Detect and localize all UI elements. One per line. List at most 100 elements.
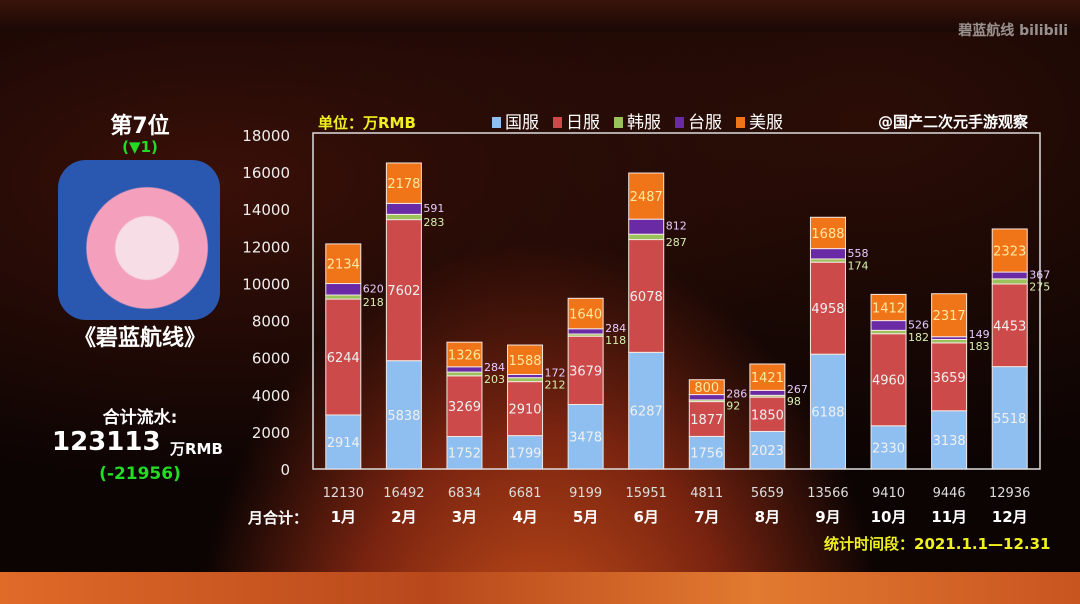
- y-tick-label: 10000: [242, 275, 290, 293]
- bar-segment: [749, 396, 786, 432]
- x-tick-label: 3月: [452, 508, 477, 526]
- month-total: 6681: [508, 486, 541, 501]
- data-label-taiwan: 284: [484, 361, 505, 374]
- y-tick-label: 2000: [252, 424, 290, 442]
- legend-label: 台服: [688, 113, 722, 133]
- bar-segment: [567, 328, 604, 335]
- data-label: 2330: [872, 441, 905, 456]
- data-label: 2487: [630, 190, 663, 205]
- data-label: 2023: [751, 444, 784, 459]
- data-label-korea: 203: [484, 373, 505, 386]
- bar-segment: [991, 278, 1028, 285]
- bar-segment: [325, 283, 362, 296]
- legend-label: 国服: [505, 113, 539, 133]
- bar-segment: [931, 338, 968, 344]
- bar-segment: [931, 410, 968, 470]
- legend-swatch: [614, 117, 623, 128]
- data-label-korea: 287: [666, 236, 687, 249]
- month-total: 9199: [569, 486, 602, 501]
- source-label: @国产二次元手游观察: [878, 113, 1029, 131]
- data-label-korea: 118: [605, 334, 626, 347]
- legend-item: 美服: [736, 108, 783, 133]
- y-tick-label: 8000: [252, 313, 290, 331]
- data-label: 6078: [630, 290, 663, 305]
- bar-segment: [931, 293, 968, 338]
- rank-change: (▼1): [122, 138, 158, 156]
- data-label-taiwan: 149: [969, 328, 990, 341]
- month-total: 15951: [626, 486, 667, 501]
- x-tick-label: 5月: [573, 508, 598, 526]
- bar-segment: [809, 353, 846, 470]
- legend-item: 国服: [492, 108, 539, 133]
- rank: 第7位: [110, 114, 170, 139]
- bar-segment: [809, 261, 846, 355]
- bar-segment: [507, 435, 544, 470]
- data-label: 3659: [933, 371, 966, 386]
- bar-segment: [749, 430, 786, 470]
- data-label-korea: 92: [726, 400, 740, 413]
- bar-segment: [870, 329, 907, 335]
- data-label-taiwan: 526: [908, 318, 929, 331]
- bar-segment: [991, 271, 1028, 280]
- month-total: 12130: [323, 486, 364, 501]
- x-tick-label: 10月: [871, 508, 907, 526]
- bar-segment: [507, 377, 544, 383]
- bar-segment: [688, 379, 725, 396]
- month-total: 6834: [448, 486, 481, 501]
- data-label: 3138: [933, 434, 966, 449]
- bar-segment: [446, 366, 483, 373]
- data-label-taiwan: 286: [726, 388, 747, 401]
- legend-swatch: [492, 117, 501, 128]
- month-total: 12936: [989, 486, 1030, 501]
- legend-label: 日服: [566, 113, 600, 133]
- bar-segment: [385, 162, 422, 204]
- data-label-taiwan: 172: [545, 367, 566, 380]
- bar-segment: [567, 297, 604, 330]
- data-label: 1756: [690, 447, 723, 462]
- data-label-korea: 218: [363, 296, 384, 309]
- y-tick-label: 18000: [242, 127, 290, 145]
- data-label: 4960: [872, 374, 905, 389]
- data-label: 1326: [448, 348, 481, 363]
- data-label-korea: 212: [545, 379, 566, 392]
- y-tick-label: 6000: [252, 350, 290, 368]
- bar-segment: [446, 341, 483, 368]
- legend-item: 日服: [553, 108, 600, 133]
- bar-segment: [809, 216, 846, 250]
- bar-segment: [688, 435, 725, 470]
- month-total-label: 月合计：: [248, 509, 309, 527]
- data-label: 1877: [690, 413, 723, 428]
- bar-segment: [628, 218, 665, 235]
- bar-segment: [325, 243, 362, 285]
- data-label-taiwan: 367: [1029, 268, 1050, 281]
- top-band: [0, 0, 1080, 32]
- data-label-korea: 174: [847, 260, 868, 273]
- data-label: 6188: [811, 406, 844, 421]
- x-tick-label: 11月: [931, 508, 967, 526]
- data-label-taiwan: 267: [787, 383, 808, 396]
- bar-segment: [749, 363, 786, 391]
- bar-segment: [870, 293, 907, 322]
- data-label: 3679: [569, 364, 602, 379]
- data-label: 2323: [993, 245, 1026, 260]
- total-value: 123113: [52, 427, 161, 457]
- unit-label: 单位：万RMB: [318, 114, 416, 132]
- data-label: 1752: [448, 447, 481, 462]
- x-tick-label: 6月: [633, 508, 658, 526]
- total-unit: 万RMB: [170, 440, 223, 458]
- data-label-korea: 275: [1029, 280, 1050, 293]
- bar-segment: [628, 233, 665, 241]
- bottom-band: [0, 572, 1080, 604]
- data-label: 3269: [448, 400, 481, 415]
- bar-segment: [385, 202, 422, 215]
- data-label-korea: 283: [423, 216, 444, 229]
- data-label: 2914: [327, 436, 360, 451]
- bar-segment: [628, 351, 665, 470]
- data-label: 4958: [811, 302, 844, 317]
- data-label-korea: 182: [908, 331, 929, 344]
- bar-segment: [749, 389, 786, 396]
- data-label: 1799: [508, 446, 541, 461]
- legend-item: 台服: [675, 108, 722, 133]
- game-title: 《碧蓝航线》: [73, 326, 206, 351]
- legend-item: 韩服: [614, 108, 661, 133]
